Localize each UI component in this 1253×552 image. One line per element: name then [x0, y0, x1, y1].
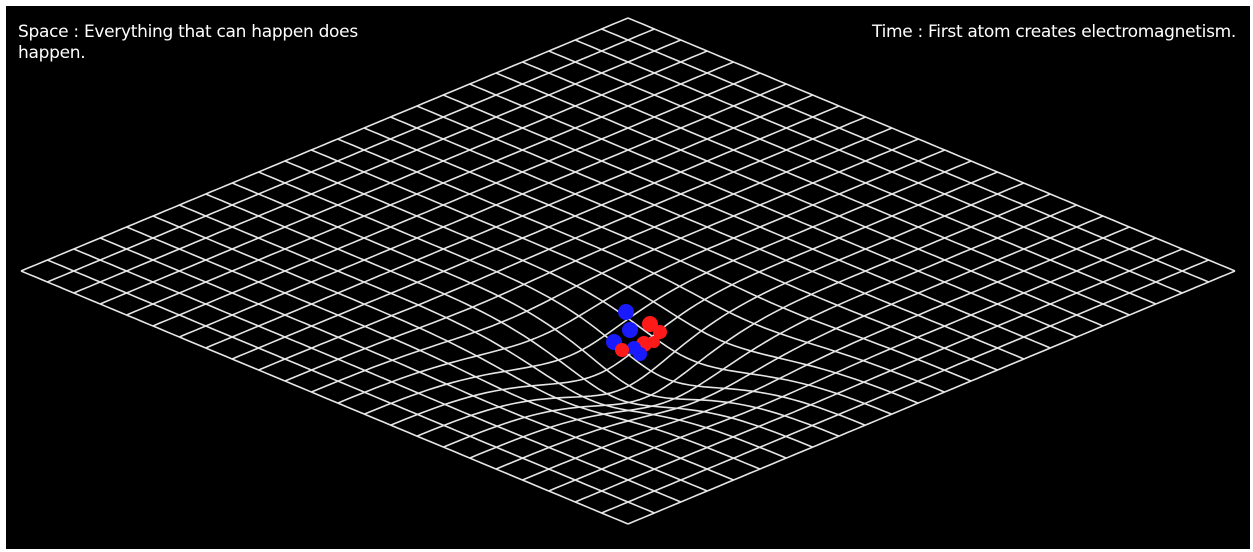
grid-line-a-15 [416, 182, 1025, 437]
grid-line-a-14 [390, 171, 998, 426]
proton-particle [615, 343, 629, 357]
grid-line-b-13 [284, 160, 892, 415]
proton-particle [648, 336, 660, 348]
grid-line-b-2 [574, 39, 1183, 294]
grid-line-b-0 [627, 17, 1236, 272]
grid-line-a-21 [574, 248, 1183, 503]
grid-line-a-10 [284, 127, 893, 382]
grid-line-b-4 [522, 61, 1130, 316]
grid-line-a-16 [443, 193, 1051, 448]
grid-line-a-3 [99, 50, 708, 305]
grid-line-a-0 [20, 17, 629, 272]
grid-line-a-7 [205, 94, 814, 349]
time-caption: Time : First atom creates electromagneti… [872, 22, 1236, 42]
grid-line-a-4 [126, 61, 734, 316]
grid-line-b-15 [231, 182, 840, 437]
simulation-viewport: Space : Everything that can happen does … [6, 6, 1250, 549]
grid-line-b-16 [205, 193, 813, 448]
neutron-particle [622, 322, 638, 338]
grid-line-b-8 [416, 105, 1025, 360]
grid-line-b-12 [310, 149, 919, 404]
grid-line-b-20 [99, 237, 708, 492]
grid-line-b-3 [548, 50, 1157, 305]
grid-line-a-2 [73, 39, 682, 294]
grid-line-a-6 [178, 83, 787, 338]
space-caption: Space : Everything that can happen does … [18, 22, 358, 63]
atom-nucleus [606, 304, 667, 361]
grid-line-a-12 [337, 149, 946, 404]
grid-line-b-9 [390, 116, 998, 371]
grid-line-b-18 [152, 215, 761, 470]
grid-line-a-17 [469, 204, 1078, 459]
grid-line-a-20 [548, 237, 1157, 492]
proton-particle [653, 325, 667, 339]
grid-line-b-14 [258, 171, 866, 426]
grid-line-b-22 [47, 259, 655, 514]
grid-line-a-13 [364, 160, 972, 415]
grid-line-a-22 [601, 259, 1209, 514]
grid-line-b-1 [601, 28, 1209, 283]
neutron-particle [618, 304, 634, 320]
grid-line-a-11 [311, 138, 919, 393]
grid-line-a-5 [152, 72, 761, 327]
grid-line-a-9 [258, 116, 866, 371]
grid-line-b-19 [126, 226, 734, 481]
grid-line-a-23 [627, 270, 1236, 525]
grid-line-b-23 [20, 270, 629, 525]
grid-line-a-18 [495, 215, 1104, 470]
grid-line-a-8 [231, 105, 840, 360]
grid-line-b-21 [73, 248, 682, 503]
grid-line-b-17 [178, 204, 787, 459]
neutron-particle [633, 347, 647, 361]
grid-line-a-1 [47, 28, 655, 283]
grid-line-a-19 [522, 226, 1130, 481]
grid-line-b-11 [337, 138, 945, 393]
grid-line-b-6 [469, 83, 1078, 338]
proton-particle [642, 316, 658, 332]
grid-line-b-5 [495, 72, 1104, 327]
grid-line-b-10 [363, 127, 972, 382]
grid-line-b-7 [442, 94, 1051, 349]
spacetime-grid [20, 17, 1236, 525]
